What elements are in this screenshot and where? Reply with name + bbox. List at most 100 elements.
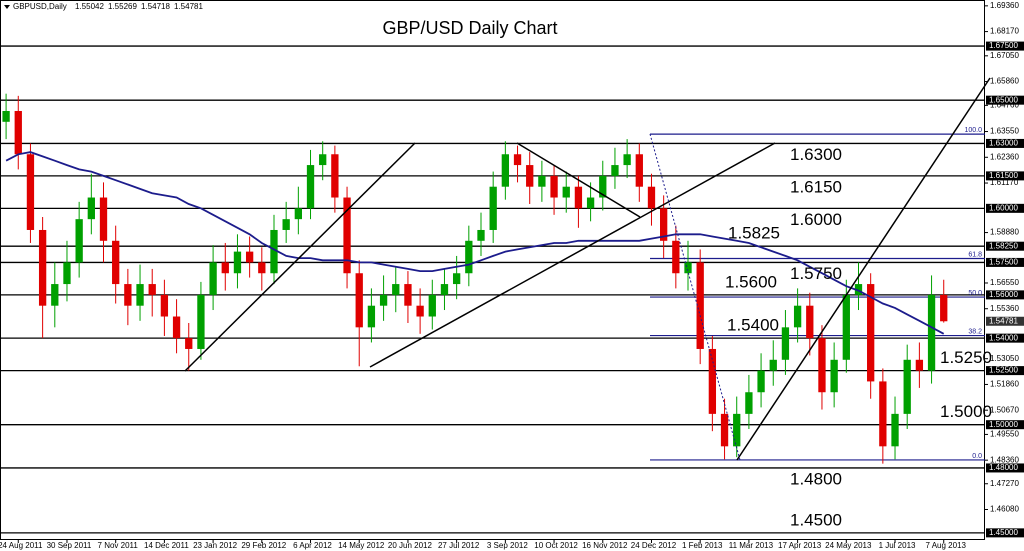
candle-body [343, 197, 351, 274]
candle-body [416, 305, 424, 317]
candle-body [112, 240, 120, 285]
x-tick-label: 24 Aug 2011 [0, 541, 43, 550]
candle-body [319, 154, 327, 166]
level-axis-label: 1.61500 [989, 171, 1018, 180]
level-label: 1.5000 [940, 402, 992, 421]
y-tick-label: 1.47270 [990, 479, 1019, 488]
candle-body [148, 284, 156, 295]
level-label: 1.6000 [790, 210, 842, 229]
level-axis-label: 1.48000 [989, 463, 1018, 472]
level-axis-box [986, 528, 1024, 538]
trend-line [369, 142, 776, 368]
candle-body [940, 294, 948, 322]
candle-body [233, 251, 242, 274]
level-label: 1.4500 [790, 510, 842, 529]
candle-body [428, 294, 436, 317]
x-tick-label: 1 Jul 2013 [879, 541, 916, 550]
candle-body [392, 284, 400, 295]
candle-body [793, 305, 802, 328]
last-price-box [986, 316, 1024, 326]
y-tick-label: 1.63550 [990, 127, 1019, 136]
level-axis-box [986, 257, 1024, 267]
trend-line [184, 142, 416, 372]
level-label: 1.5400 [727, 316, 779, 335]
y-tick-label: 1.68170 [990, 27, 1019, 36]
level-axis-label: 1.57500 [989, 258, 1018, 267]
y-tick-label: 1.53050 [990, 354, 1019, 363]
level-label: 1.6150 [790, 177, 842, 196]
level-axis-box [986, 203, 1024, 213]
level-axis-label: 1.63000 [989, 139, 1018, 148]
x-tick-label: 7 Aug 2013 [925, 541, 966, 550]
level-label: 1.5825 [728, 224, 780, 243]
candle-body [282, 219, 290, 230]
candle-body [733, 413, 741, 447]
fib-trend [649, 133, 741, 461]
header-value: 1.55269 [108, 2, 137, 11]
candle-body [526, 165, 534, 187]
candle-body [586, 197, 595, 209]
candle-body [501, 154, 510, 187]
level-axis-label: 1.65000 [989, 95, 1018, 104]
level-axis-label: 1.50000 [989, 420, 1018, 429]
level-axis-box [986, 333, 1024, 343]
candle-body [489, 186, 497, 230]
x-tick-label: 10 Oct 2012 [534, 541, 578, 550]
x-tick-label: 24 Dec 2012 [631, 541, 677, 550]
level-axis-label: 1.56000 [989, 290, 1018, 299]
x-tick-label: 11 Mar 2013 [729, 541, 774, 550]
symbol: GBPUSD,Daily [13, 2, 67, 11]
level-axis-label: 1.52500 [989, 366, 1018, 375]
fib-label: 38.2 [968, 328, 982, 335]
y-tick-label: 1.58880 [990, 228, 1019, 237]
level-axis-label: 1.67500 [989, 41, 1018, 50]
candle-body [599, 175, 607, 198]
level-axis-box [986, 463, 1024, 473]
fib-label: 0.0 [972, 453, 982, 460]
candle-body [927, 294, 936, 371]
candle-body [672, 240, 680, 274]
level-axis-label: 1.45000 [989, 528, 1018, 537]
candle-body [854, 284, 863, 295]
x-tick-label: 24 May 2013 [825, 541, 872, 550]
x-tick-label: 23 Jan 2012 [193, 541, 238, 550]
candle-body [660, 208, 668, 241]
candle-body [124, 284, 132, 306]
fib-label: 50.0 [968, 290, 982, 297]
y-tick-label: 1.65860 [990, 77, 1019, 86]
x-tick-label: 29 Feb 2012 [241, 541, 286, 550]
trend-line [736, 77, 991, 461]
candle-body [696, 262, 704, 349]
candle-body [915, 359, 924, 371]
candle-body [720, 413, 729, 447]
level-label: 1.5600 [725, 272, 777, 291]
candle-body [647, 186, 656, 209]
last-price-label: 1.54781 [989, 316, 1018, 325]
fib-label: 100.0 [964, 127, 982, 134]
chart-title: GBP/USD Daily Chart [382, 18, 557, 38]
candle-body [684, 262, 692, 274]
level-axis-box [986, 95, 1024, 105]
candle-body [635, 154, 643, 187]
level-axis-label: 1.58250 [989, 241, 1018, 250]
level-label: 1.5750 [790, 264, 842, 283]
level-axis-box [986, 241, 1024, 251]
candle-body [331, 154, 339, 198]
y-tick-label: 1.67050 [990, 51, 1019, 60]
x-tick-label: 27 Jul 2012 [438, 541, 480, 550]
y-tick-label: 1.69360 [990, 1, 1019, 10]
y-tick-label: 1.50670 [990, 405, 1019, 414]
candle-body [197, 294, 205, 349]
level-axis-label: 1.54000 [989, 333, 1018, 342]
marks [0, 45, 985, 534]
y-tick-label: 1.55360 [990, 304, 1019, 313]
candle-body [355, 273, 363, 328]
x-tick-label: 1 Feb 2013 [682, 541, 723, 550]
candle-body [903, 359, 911, 414]
candle-body [891, 413, 899, 447]
candle-body [477, 229, 485, 241]
candle-body [513, 154, 522, 166]
x-tick-label: 6 Apr 2012 [293, 541, 332, 550]
level-axis-box [986, 290, 1024, 300]
y-tick-label: 1.56550 [990, 278, 1019, 287]
